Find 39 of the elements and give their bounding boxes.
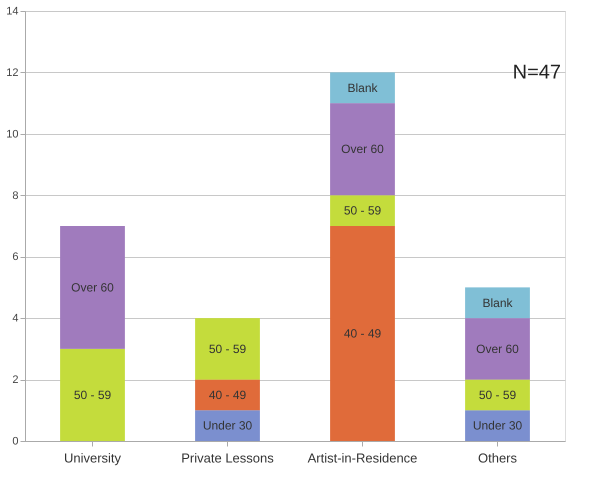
text: Blank [482,296,513,310]
bar [465,380,530,410]
text: 50 - 59 [478,388,516,402]
x-tick-label: Others [478,450,518,466]
y-tick-label: 8 [12,190,18,202]
series-label: 50 - 59 [344,204,382,218]
text: Over 60 [71,280,114,294]
text: Under 30 [202,418,252,433]
annotation: N=47 [512,61,561,84]
y-tick-label: 6 [12,251,18,264]
series-label: Blank [347,80,378,95]
y-tick-label: 12 [6,66,18,79]
bar [195,318,260,380]
series-label: Over 60 [341,142,384,156]
text: Over 60 [476,342,519,356]
bar [60,226,125,349]
text: 50 - 59 [208,342,246,356]
x-tick-label: Artist-in-Residence [308,450,418,466]
y-tick-label: 2 [12,374,18,386]
y-tick-label: 0 [12,436,18,448]
bar [330,103,395,196]
bar [330,72,395,104]
bar [195,410,260,441]
bar [330,195,395,226]
x-tick-label: University [64,450,122,466]
bar [465,410,530,441]
text: 50 - 59 [74,388,112,402]
bar [60,348,125,441]
y-tick-label: 10 [6,128,18,140]
bar [330,226,395,441]
bar [465,287,530,318]
bar [195,380,260,410]
series-label: 40 - 49 [208,388,247,402]
y-tick-label: 4 [12,312,18,325]
x-tick-label: Private Lessons [181,450,274,466]
text: 40 - 49 [344,326,382,340]
series-label: Under 30 [472,418,523,433]
bar [465,318,530,380]
y-tick-label: 14 [6,6,18,18]
